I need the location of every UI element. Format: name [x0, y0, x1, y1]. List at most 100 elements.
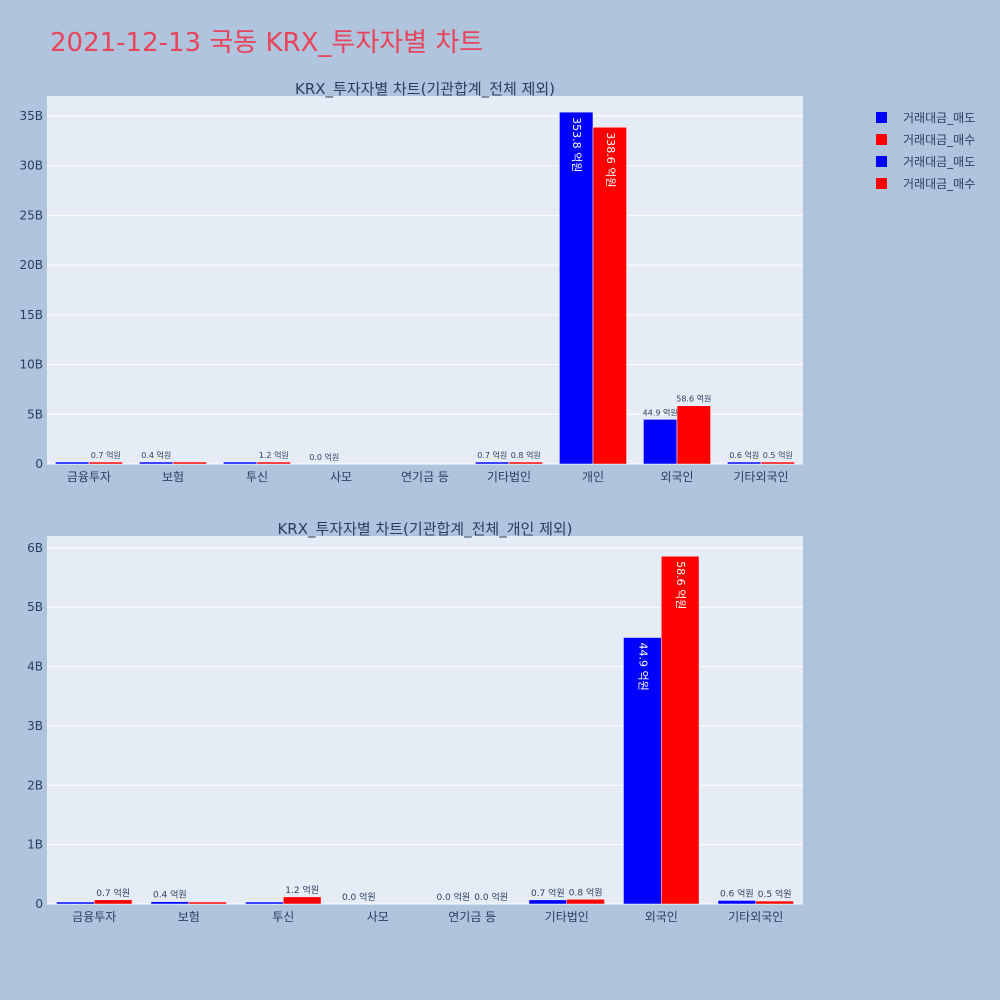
bar	[256, 461, 291, 465]
bar	[528, 899, 568, 905]
x-tick-label: 금융투자	[72, 910, 116, 924]
legend-swatch	[876, 133, 887, 145]
y-tick-label: 20B	[19, 258, 43, 272]
bar	[475, 461, 510, 465]
data-label: 0.6 억원	[720, 887, 754, 899]
bar	[566, 899, 605, 905]
y-tick-label: 4B	[27, 660, 43, 674]
bar	[150, 901, 189, 905]
x-tick-label: 외국인	[645, 910, 678, 924]
y-tick-label: 5B	[27, 407, 43, 421]
x-tick-label: 기타법인	[545, 910, 589, 924]
y-tick-label: 2B	[27, 778, 43, 792]
x-tick-label: 보험	[162, 470, 184, 484]
data-label: 0.8 억원	[511, 450, 541, 460]
bar	[223, 461, 258, 465]
bar	[661, 555, 700, 905]
legend: 거래대금_매도 거래대금_매수 거래대금_매도 거래대금_매수	[876, 106, 975, 194]
x-tick-label: 보험	[178, 910, 200, 924]
y-tick-label: 6B	[27, 541, 43, 555]
bar	[139, 461, 174, 465]
data-label: 0.4 억원	[141, 450, 171, 460]
chart-2: 0 1B 2B 3B 4B 5B 6B KRX_투자자별 차트(기관합계_전체_개인 제외) 금…	[27, 520, 803, 924]
data-label: 44.9 억원	[636, 642, 649, 690]
data-label: 353.8 억원	[570, 117, 583, 172]
x-tick-label: 기타법인	[487, 470, 531, 484]
data-label: 58.6 억원	[676, 394, 711, 404]
y-tick-label: 15B	[19, 308, 43, 322]
data-label: 0.5 억원	[763, 450, 793, 460]
page-title: 2021-12-13 국동 KRX_투자자별 차트	[50, 28, 484, 58]
data-label: 0.0 억원	[309, 452, 339, 462]
x-tick-label: 개인	[582, 470, 604, 484]
legend-swatch	[876, 177, 887, 189]
data-label: 0.5 억원	[758, 888, 792, 900]
bar	[717, 900, 757, 905]
data-label: 58.6 억원	[674, 561, 687, 609]
bar	[88, 461, 123, 465]
x-tick-label: 기타외국인	[733, 470, 788, 484]
legend-label: 거래대금_매수	[903, 132, 976, 147]
y-tick-label: 0	[35, 897, 43, 911]
chart-title: KRX_투자자별 차트(기관합계_전체 제외)	[295, 80, 555, 99]
data-label: 0.7 억원	[91, 450, 121, 460]
bar	[283, 896, 322, 905]
legend-swatch	[876, 111, 887, 123]
bar	[760, 461, 795, 465]
bar	[55, 461, 90, 465]
x-tick-label: 사모	[330, 470, 352, 484]
y-tick-label: 3B	[27, 719, 43, 733]
bar	[508, 461, 543, 465]
chart-1: 0 5B 10B 15B 20B 25B 30B 35B KRX_투자자별 차트(기관합계_전체…	[19, 80, 803, 484]
bar	[755, 900, 794, 905]
bar	[643, 419, 678, 465]
chart-title: KRX_투자자별 차트(기관합계_전체_개인 제외)	[277, 520, 572, 539]
data-label: 0.8 억원	[569, 886, 603, 898]
data-label: 0.0 억원	[436, 891, 470, 903]
legend-label: 거래대금_매도	[903, 154, 976, 169]
data-label: 0.7 억원	[96, 887, 130, 899]
y-tick-label: 35B	[19, 109, 43, 123]
plot-background	[47, 96, 803, 464]
y-tick-label: 30B	[19, 159, 43, 173]
data-label: 0.0 억원	[342, 891, 376, 903]
data-label: 338.6 억원	[604, 132, 617, 187]
bar	[623, 637, 662, 905]
y-tick-label: 5B	[27, 600, 43, 614]
data-label: 0.7 억원	[531, 887, 565, 899]
x-tick-label: 연기금 등	[401, 470, 449, 484]
bar	[592, 126, 627, 465]
bar	[94, 899, 133, 905]
x-tick-label: 연기금 등	[448, 910, 496, 924]
data-label: 1.2 억원	[259, 450, 289, 460]
x-tick-label: 외국인	[660, 470, 693, 484]
y-tick-label: 0	[35, 457, 43, 471]
bar	[172, 461, 207, 465]
data-label: 44.9 억원	[643, 407, 678, 417]
data-label: 1.2 억원	[285, 884, 319, 896]
legend-item[interactable]: 거래대금_매도	[876, 150, 975, 172]
legend-label: 거래대금_매수	[903, 176, 976, 191]
data-label: 0.0 억원	[474, 891, 508, 903]
data-label: 0.4 억원	[153, 889, 187, 901]
data-label: 0.6 억원	[729, 450, 759, 460]
legend-item[interactable]: 거래대금_매수	[876, 172, 975, 194]
legend-swatch	[876, 155, 887, 167]
bar	[676, 405, 711, 465]
legend-item[interactable]: 거래대금_매도	[876, 106, 975, 128]
legend-label: 거래대금_매도	[903, 110, 976, 125]
x-tick-label: 투신	[272, 910, 294, 924]
y-tick-label: 10B	[19, 358, 43, 372]
bar	[727, 461, 762, 465]
bar	[56, 901, 95, 905]
y-tick-label: 25B	[19, 208, 43, 222]
x-tick-label: 금융투자	[67, 470, 111, 484]
bar	[188, 901, 227, 905]
x-tick-label: 기타외국인	[728, 910, 783, 924]
y-tick-label: 1B	[27, 838, 43, 852]
bar	[245, 901, 284, 905]
data-label: 0.7 억원	[477, 450, 507, 460]
legend-item[interactable]: 거래대금_매수	[876, 128, 975, 150]
x-tick-label: 사모	[367, 910, 389, 924]
